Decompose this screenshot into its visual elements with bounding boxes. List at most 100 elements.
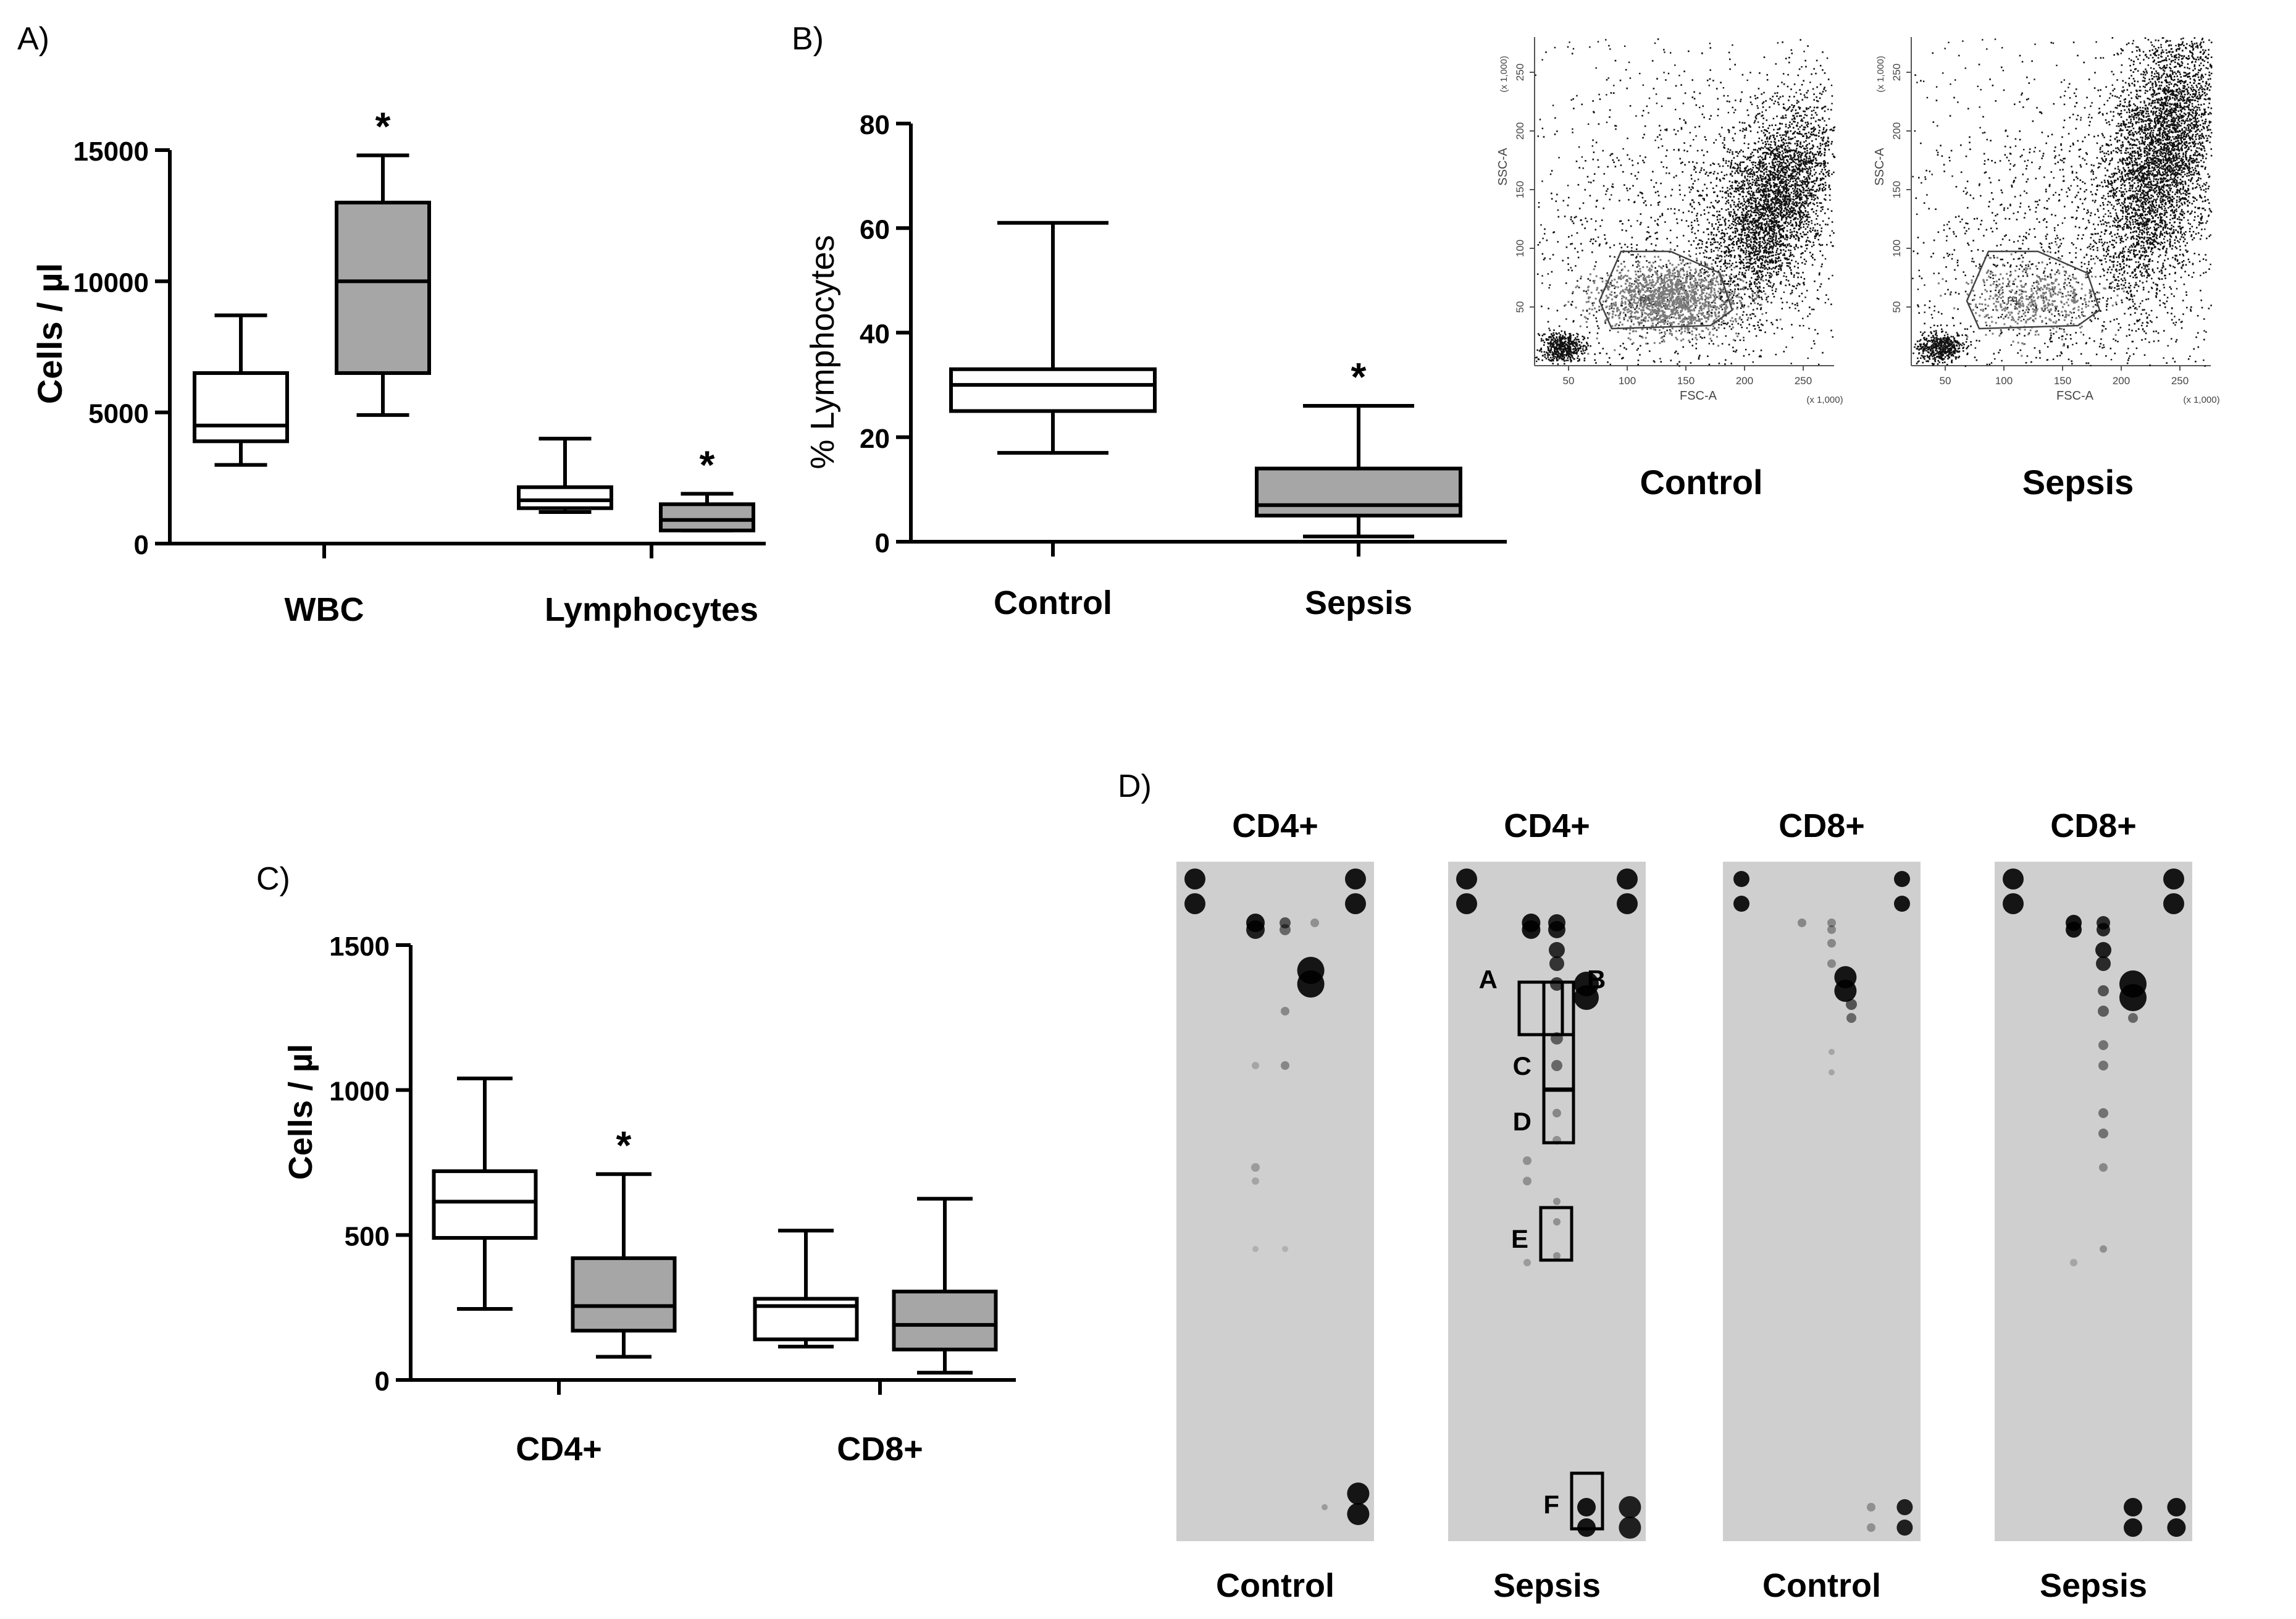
protein-spot <box>1834 980 1857 1002</box>
panel-b-y-label: % Lymphocytes <box>804 235 841 469</box>
scatter-y-tick-label: 200 <box>1514 122 1526 140</box>
panel-b-letter: B) <box>792 21 824 57</box>
protein-spot <box>1553 1218 1561 1226</box>
protein-spot <box>2095 942 2111 958</box>
highlight-rect <box>1539 1206 1573 1262</box>
highlight-label: B <box>1587 965 1606 994</box>
highlight-rect <box>1542 1088 1575 1145</box>
scatter-x-unit: (x 1,000) <box>1806 395 1843 405</box>
blot-membrane <box>1995 862 2192 1541</box>
box-iqr <box>193 371 289 444</box>
box-iqr <box>517 485 613 510</box>
scatter-x-tick-label: 150 <box>2054 375 2071 387</box>
protein-spot <box>1310 919 1319 927</box>
highlight-box-a: A <box>1479 965 1564 1037</box>
protein-spot <box>1827 925 1836 934</box>
protein-spot <box>1523 1156 1531 1165</box>
protein-spot <box>1549 956 1564 971</box>
box-iqr <box>335 200 431 375</box>
highlight-label: C <box>1513 1051 1531 1080</box>
protein-spot <box>1523 1177 1531 1185</box>
reference-spot <box>1894 896 1910 912</box>
protein-spot <box>1553 1198 1561 1205</box>
highlight-rect <box>1570 1471 1604 1531</box>
scatter-x-tick-label: 200 <box>1736 375 1753 387</box>
scatter-x-tick-label: 250 <box>1795 375 1812 387</box>
reference-spot <box>1345 868 1366 889</box>
flow-plot-sepsis: 50 100 150 200 250 50 100 150 200 250 FSC-A (x 1,00… <box>1873 37 2220 502</box>
scatter-y-tick-label: 150 <box>1891 181 1903 198</box>
scatter-x-tick-label: 100 <box>1995 375 2013 387</box>
blot-bottom-label: Sepsis <box>1493 1567 1601 1604</box>
panel-c-y-label: Cells / µl <box>282 1044 319 1180</box>
scatter-dots <box>1535 38 1836 367</box>
highlight-label: F <box>1543 1490 1559 1519</box>
A-category-label: WBC <box>285 591 364 628</box>
lymphocyte-gate <box>1966 250 2101 330</box>
B-category-label: Control <box>994 584 1112 621</box>
C-y-tick-label: 500 <box>345 1221 390 1251</box>
reference-spot <box>2163 868 2184 889</box>
B-y-tick-label: 20 <box>860 424 890 454</box>
protein-spot <box>2098 985 2109 996</box>
significance-star: * <box>1351 355 1367 399</box>
panel-c-boxplot: Cells / µl 0 500 1000 1500 CD4+ CD8+ * <box>282 931 1016 1468</box>
A-category-label: Lymphocytes <box>545 591 758 628</box>
scatter-events <box>1912 37 2213 368</box>
B-box-sepsis-sepsis: * <box>1255 355 1462 539</box>
scatter-x-tick-label: 50 <box>1940 375 1951 387</box>
panel-d-letter: D) <box>1118 768 1152 804</box>
scatter-x-tick-label: 50 <box>1563 375 1575 387</box>
B-box-control-control <box>949 221 1157 455</box>
reference-spot <box>1456 893 1477 914</box>
significance-star: * <box>700 442 715 487</box>
box-iqr <box>949 367 1157 413</box>
blot-bottom-label: Control <box>1762 1567 1881 1604</box>
scatter-x-label: FSC-A <box>2056 389 2094 403</box>
blot-top-label: CD4+ <box>1504 807 1590 844</box>
protein-spot <box>2124 1498 2142 1516</box>
protein-spot <box>1846 999 1857 1010</box>
protein-spot <box>1896 1520 1913 1536</box>
blot-spots <box>1798 919 1913 1536</box>
protein-spot <box>1347 1482 1370 1505</box>
scatter-x-tick-label: 250 <box>2171 375 2189 387</box>
scatter-y-tick-label: 150 <box>1514 181 1526 198</box>
highlight-label: D <box>1513 1107 1531 1136</box>
box-iqr <box>432 1169 538 1240</box>
blot-cd8plus-sepsis: CD8+ Sepsis <box>1995 807 2192 1604</box>
protein-spot <box>2066 922 2082 938</box>
highlight-box-f: F <box>1543 1471 1604 1531</box>
scatter-y-tick-label: 50 <box>1891 301 1903 313</box>
reference-spot <box>2003 868 2024 889</box>
protein-spot <box>2098 1006 2109 1017</box>
box-iqr <box>1255 466 1462 518</box>
lymphocyte-gate <box>1598 250 1733 330</box>
box-iqr <box>571 1256 677 1333</box>
reference-spot <box>1617 893 1638 914</box>
A-box-wbc-control <box>193 313 289 467</box>
panel-a-y-label: Cells / µl <box>30 263 69 404</box>
significance-star: * <box>375 104 391 148</box>
scatter-condition-label: Sepsis <box>2022 463 2134 502</box>
scatter-events <box>1535 38 1836 367</box>
protein-spot <box>1297 970 1325 998</box>
highlight-rect <box>1517 980 1564 1037</box>
flow-plot-control: 50 100 150 200 250 50 100 150 200 250 FSC-A (x 1,00… <box>1496 37 1843 502</box>
scatter-y-tick-label: 100 <box>1514 240 1526 257</box>
reference-spot <box>2003 893 2024 914</box>
blot-spots <box>1522 914 1641 1539</box>
B-y-tick-label: 60 <box>860 214 890 245</box>
protein-spot <box>1574 985 1599 1010</box>
reference-spot <box>2163 893 2184 914</box>
protein-spot <box>2070 1259 2077 1266</box>
scatter-y-label: SSC-A <box>1496 148 1510 186</box>
scatter-x-label: FSC-A <box>1680 389 1717 403</box>
protein-spot <box>2098 1040 2108 1050</box>
reference-spot <box>1184 893 1205 914</box>
box-iqr <box>892 1289 998 1352</box>
scatter-x-unit: (x 1,000) <box>2183 395 2219 405</box>
reference-spot <box>1733 896 1749 912</box>
protein-spot <box>1896 1499 1913 1515</box>
box-iqr <box>659 502 755 532</box>
